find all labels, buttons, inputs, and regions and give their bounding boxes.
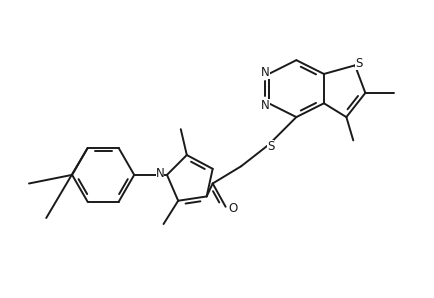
Text: S: S [355,57,362,70]
Text: N: N [261,99,270,111]
Text: N: N [156,167,164,180]
Text: O: O [228,202,237,215]
Text: S: S [267,140,274,153]
Text: N: N [261,66,270,79]
